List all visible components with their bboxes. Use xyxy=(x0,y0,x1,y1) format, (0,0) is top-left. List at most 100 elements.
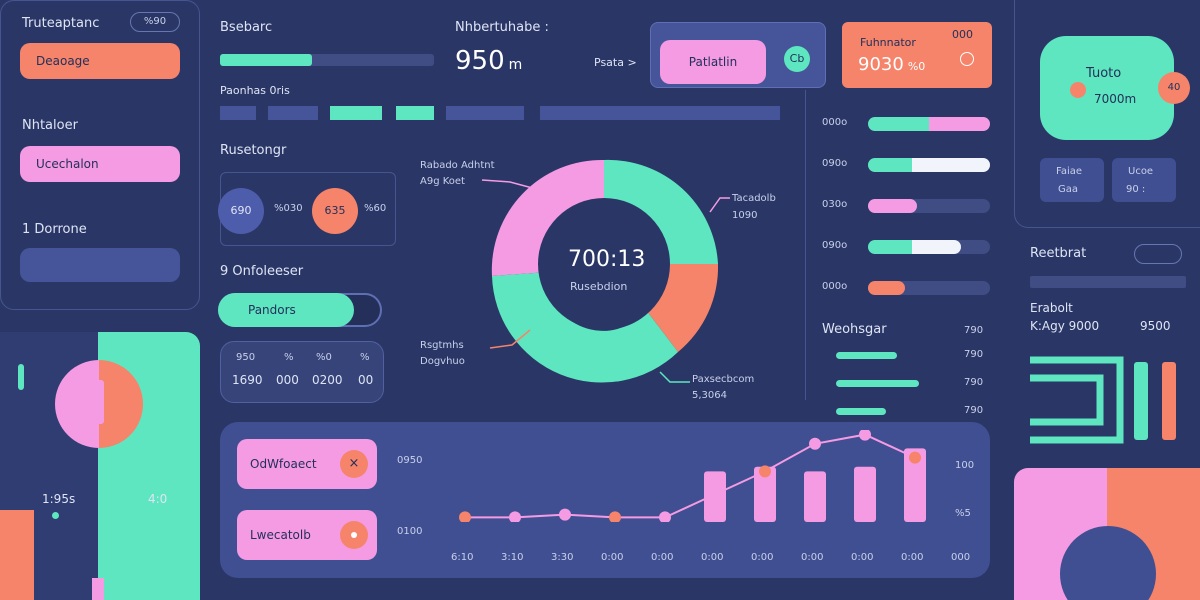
hbar-segment xyxy=(868,281,905,295)
buttons-card-title: Rusetongr xyxy=(220,143,287,158)
chart-bar xyxy=(804,471,826,522)
deaoage-button[interactable]: Deaoage xyxy=(20,43,180,79)
chart-point[interactable] xyxy=(459,511,471,522)
chart-line xyxy=(465,433,916,519)
stat-card-badge: 000 xyxy=(952,28,973,41)
y-right-bot-label: %5 xyxy=(955,508,971,519)
donut-label-1b: A9g Koet xyxy=(420,176,465,187)
chart-point[interactable] xyxy=(909,451,921,464)
num-r2-1: 000 xyxy=(276,373,299,387)
mini-card-2-b: 90 : xyxy=(1126,184,1146,195)
num-r2-2: 0200 xyxy=(312,373,343,387)
segment-1 xyxy=(220,106,256,120)
hbar-mint xyxy=(868,158,912,172)
num-r1-3: % xyxy=(360,352,370,363)
hbar-label: 090o xyxy=(822,240,848,251)
patlatlin-button[interactable]: Patlatlin xyxy=(660,40,766,84)
stat-card-value: 9030 %0 xyxy=(858,54,925,75)
leader-line-2 xyxy=(709,197,730,213)
hbar-segment xyxy=(868,199,917,213)
top-title: Bsebarc xyxy=(220,20,273,35)
donut-label-2b: 1090 xyxy=(732,210,758,221)
mint-card xyxy=(1040,36,1174,140)
segment-2 xyxy=(268,106,318,120)
right-info-title: Reetbrat xyxy=(1030,246,1087,261)
donut-center-sub: Rusebdion xyxy=(570,280,628,293)
chart-point[interactable] xyxy=(509,511,521,522)
donut-hole xyxy=(538,198,670,330)
weight-bar xyxy=(836,352,897,359)
center-header-title: Nhbertuhabe : xyxy=(455,20,549,35)
right-info-track xyxy=(1030,276,1186,288)
weight-bar xyxy=(836,408,886,415)
mini-card-1 xyxy=(1040,158,1104,202)
conc-outer xyxy=(1030,356,1124,444)
left-badge[interactable]: %90 xyxy=(130,12,180,32)
leader-line-4 xyxy=(659,371,690,383)
stat-value: 9030 xyxy=(858,54,904,75)
right-info-badge-icon[interactable] xyxy=(1134,244,1182,264)
chart-point[interactable] xyxy=(709,488,721,501)
center-value: 950 xyxy=(455,46,505,76)
leader-line-3 xyxy=(489,329,531,349)
weight-label: 790 xyxy=(964,377,984,388)
donut-chart xyxy=(491,159,719,383)
toggle-icon[interactable]: Cb xyxy=(784,46,810,72)
right-info-r1a: Erabolt xyxy=(1030,301,1073,315)
left-corner-block xyxy=(0,510,34,600)
circle-button-1[interactable]: 690 xyxy=(218,188,264,234)
concentric-bars-icon xyxy=(1030,356,1176,444)
chart-bar xyxy=(854,466,876,522)
hbars-divider xyxy=(805,90,806,400)
mint-card-badge[interactable]: 40 xyxy=(1158,72,1190,104)
right-info-r2a: K:Agy 9000 xyxy=(1030,319,1100,333)
lwecatolb-dot-inner xyxy=(351,532,357,538)
donut-label-4: Paxsecbcom xyxy=(692,374,755,385)
x-tick-label: 0:00 xyxy=(651,552,674,563)
donut-label-2: Tacadolb xyxy=(732,193,776,204)
odwfoaect-label: OdWfoaect xyxy=(250,457,317,471)
chart-point[interactable] xyxy=(859,430,871,441)
segment-4 xyxy=(396,106,434,120)
x-tick-label: 0:00 xyxy=(701,552,724,563)
mini-card-1-b: Gaa xyxy=(1058,184,1079,195)
chart-point[interactable] xyxy=(809,437,821,450)
donut-label-4b: 5,3064 xyxy=(692,390,727,401)
y-top-label: 0950 xyxy=(397,455,423,466)
combo-chart xyxy=(459,430,926,522)
chart-bar xyxy=(904,448,926,522)
top-progress-fill xyxy=(220,54,312,66)
left-chart-val2: 4:0 xyxy=(148,492,168,506)
num-r2-3: 00 xyxy=(358,373,374,387)
mint-card-label: Tuoto xyxy=(1086,66,1122,81)
donut-center-value: 700:13 xyxy=(568,247,646,272)
circle-button-2[interactable]: 635 xyxy=(312,188,358,234)
donut-slice-mint-bottom xyxy=(492,272,678,383)
chart-point[interactable] xyxy=(559,508,571,521)
stat-card-circle-icon[interactable] xyxy=(960,52,974,66)
segment-6 xyxy=(540,106,780,120)
num-r1-0: 950 xyxy=(236,352,256,363)
mint-card-value: 7000m xyxy=(1094,92,1137,106)
chart-point[interactable] xyxy=(659,511,671,522)
close-icon[interactable]: × xyxy=(340,450,368,478)
hbar-label: 000o xyxy=(822,281,848,292)
conc-bar-2 xyxy=(1162,362,1176,440)
hbar-mint xyxy=(868,117,929,131)
left-empty-button[interactable] xyxy=(20,248,180,282)
stat-unit: %0 xyxy=(907,60,926,73)
left-panel xyxy=(0,0,200,310)
center-header-link[interactable]: Psata > xyxy=(594,56,637,69)
right-bottom-circle-icon xyxy=(1060,526,1156,600)
chart-point[interactable] xyxy=(609,511,621,522)
x-tick-label: 0:00 xyxy=(751,552,774,563)
donut-label-1: Rabado Adhtnt xyxy=(420,160,495,171)
ucechalon-button[interactable]: Ucechalon xyxy=(20,146,180,182)
left-section-title: Nhtaloer xyxy=(22,118,78,133)
toggle-fill: Pandors xyxy=(218,293,354,327)
mini-card-2-a: Ucoe xyxy=(1128,166,1154,177)
segment-5 xyxy=(446,106,524,120)
chart-point[interactable] xyxy=(759,465,771,478)
chart-bar xyxy=(754,466,776,522)
x-tick-label: 0:00 xyxy=(601,552,624,563)
